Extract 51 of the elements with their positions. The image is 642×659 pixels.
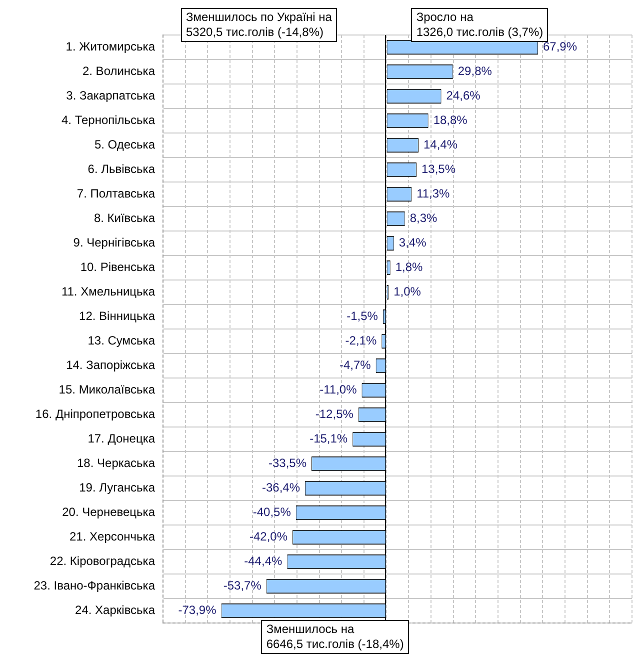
data-label: 8,3% [410, 211, 438, 226]
data-label: -15,1% [310, 432, 348, 446]
data-label: -1,5% [346, 309, 378, 324]
data-label: 3,4% [398, 236, 427, 250]
data-label: 67,9% [542, 40, 578, 54]
y-tick-label: 16. Дніпропетровська [35, 407, 156, 422]
y-tick-label: 2. Волинська [82, 64, 156, 78]
data-label: 1,0% [394, 284, 422, 299]
data-label: 24,6% [446, 88, 481, 103]
data-label: -40,5% [252, 505, 292, 520]
data-label: -36,4% [262, 480, 300, 495]
data-label: 11,3% [416, 186, 450, 201]
y-tick-label: 21. Херсончька [70, 530, 156, 544]
data-label: -4,7% [339, 358, 372, 372]
y-tick-label: 6. Львівська [88, 162, 156, 176]
y-tick-label: 7. Полтавська [76, 186, 156, 201]
y-tick-label: 14. Запоріжська [66, 358, 156, 372]
y-tick-label: 9. Чернігівська [73, 236, 156, 250]
data-label: -33,5% [268, 456, 307, 470]
y-tick-label: 22. Кіровоградська [50, 554, 156, 568]
y-tick-label: 1. Житомирська [66, 40, 156, 54]
y-tick-label: 18. Черкаська [77, 456, 156, 470]
annotation: Зменшилось по Україні на 5320,5 тис.голів (-14,8%) [181, 8, 337, 42]
y-tick-label: 5. Одеська [94, 138, 156, 152]
y-tick-label: 10. Рівенська [80, 260, 156, 274]
annotation: Зменшилось на 6646,5 тис.голів (-18,4%) [261, 620, 409, 654]
data-label: -53,7% [223, 578, 262, 593]
data-label: -42,0% [250, 530, 288, 544]
y-tick-label: 3. Закарпатська [66, 88, 156, 103]
y-tick-label: 4. Тернопільська [61, 113, 156, 128]
data-label: -44,4% [244, 554, 282, 568]
y-tick-label: 11. Хмельницька [61, 284, 156, 299]
data-label: 13,5% [421, 162, 456, 176]
y-tick-label: 8. Київська [94, 211, 156, 226]
data-label: 29,8% [458, 64, 492, 78]
y-tick-label: 23. Івано-Франківська [34, 578, 156, 593]
data-label: 1,8% [395, 260, 424, 274]
data-label: 18,8% [433, 113, 468, 128]
y-tick-label: 24. Харківська [75, 603, 156, 618]
y-tick-label: 12. Вінницька [79, 309, 156, 324]
y-tick-label: 13. Сумська [88, 334, 156, 348]
data-label: -2,1% [345, 334, 377, 348]
data-label: -12,5% [315, 407, 354, 422]
y-tick-label: 20. Черневецька [62, 505, 156, 520]
data-label: -11,0% [320, 382, 358, 397]
y-tick-label: 15. Миколаївська [58, 382, 156, 397]
data-label: 14,4% [423, 138, 458, 152]
y-tick-label: 19. Луганська [79, 480, 156, 495]
data-label: -73,9% [178, 603, 217, 618]
annotation: Зросло на 1326,0 тис.голів (3,7%) [416, 10, 544, 39]
y-tick-label: 17. Донецка [88, 432, 156, 446]
